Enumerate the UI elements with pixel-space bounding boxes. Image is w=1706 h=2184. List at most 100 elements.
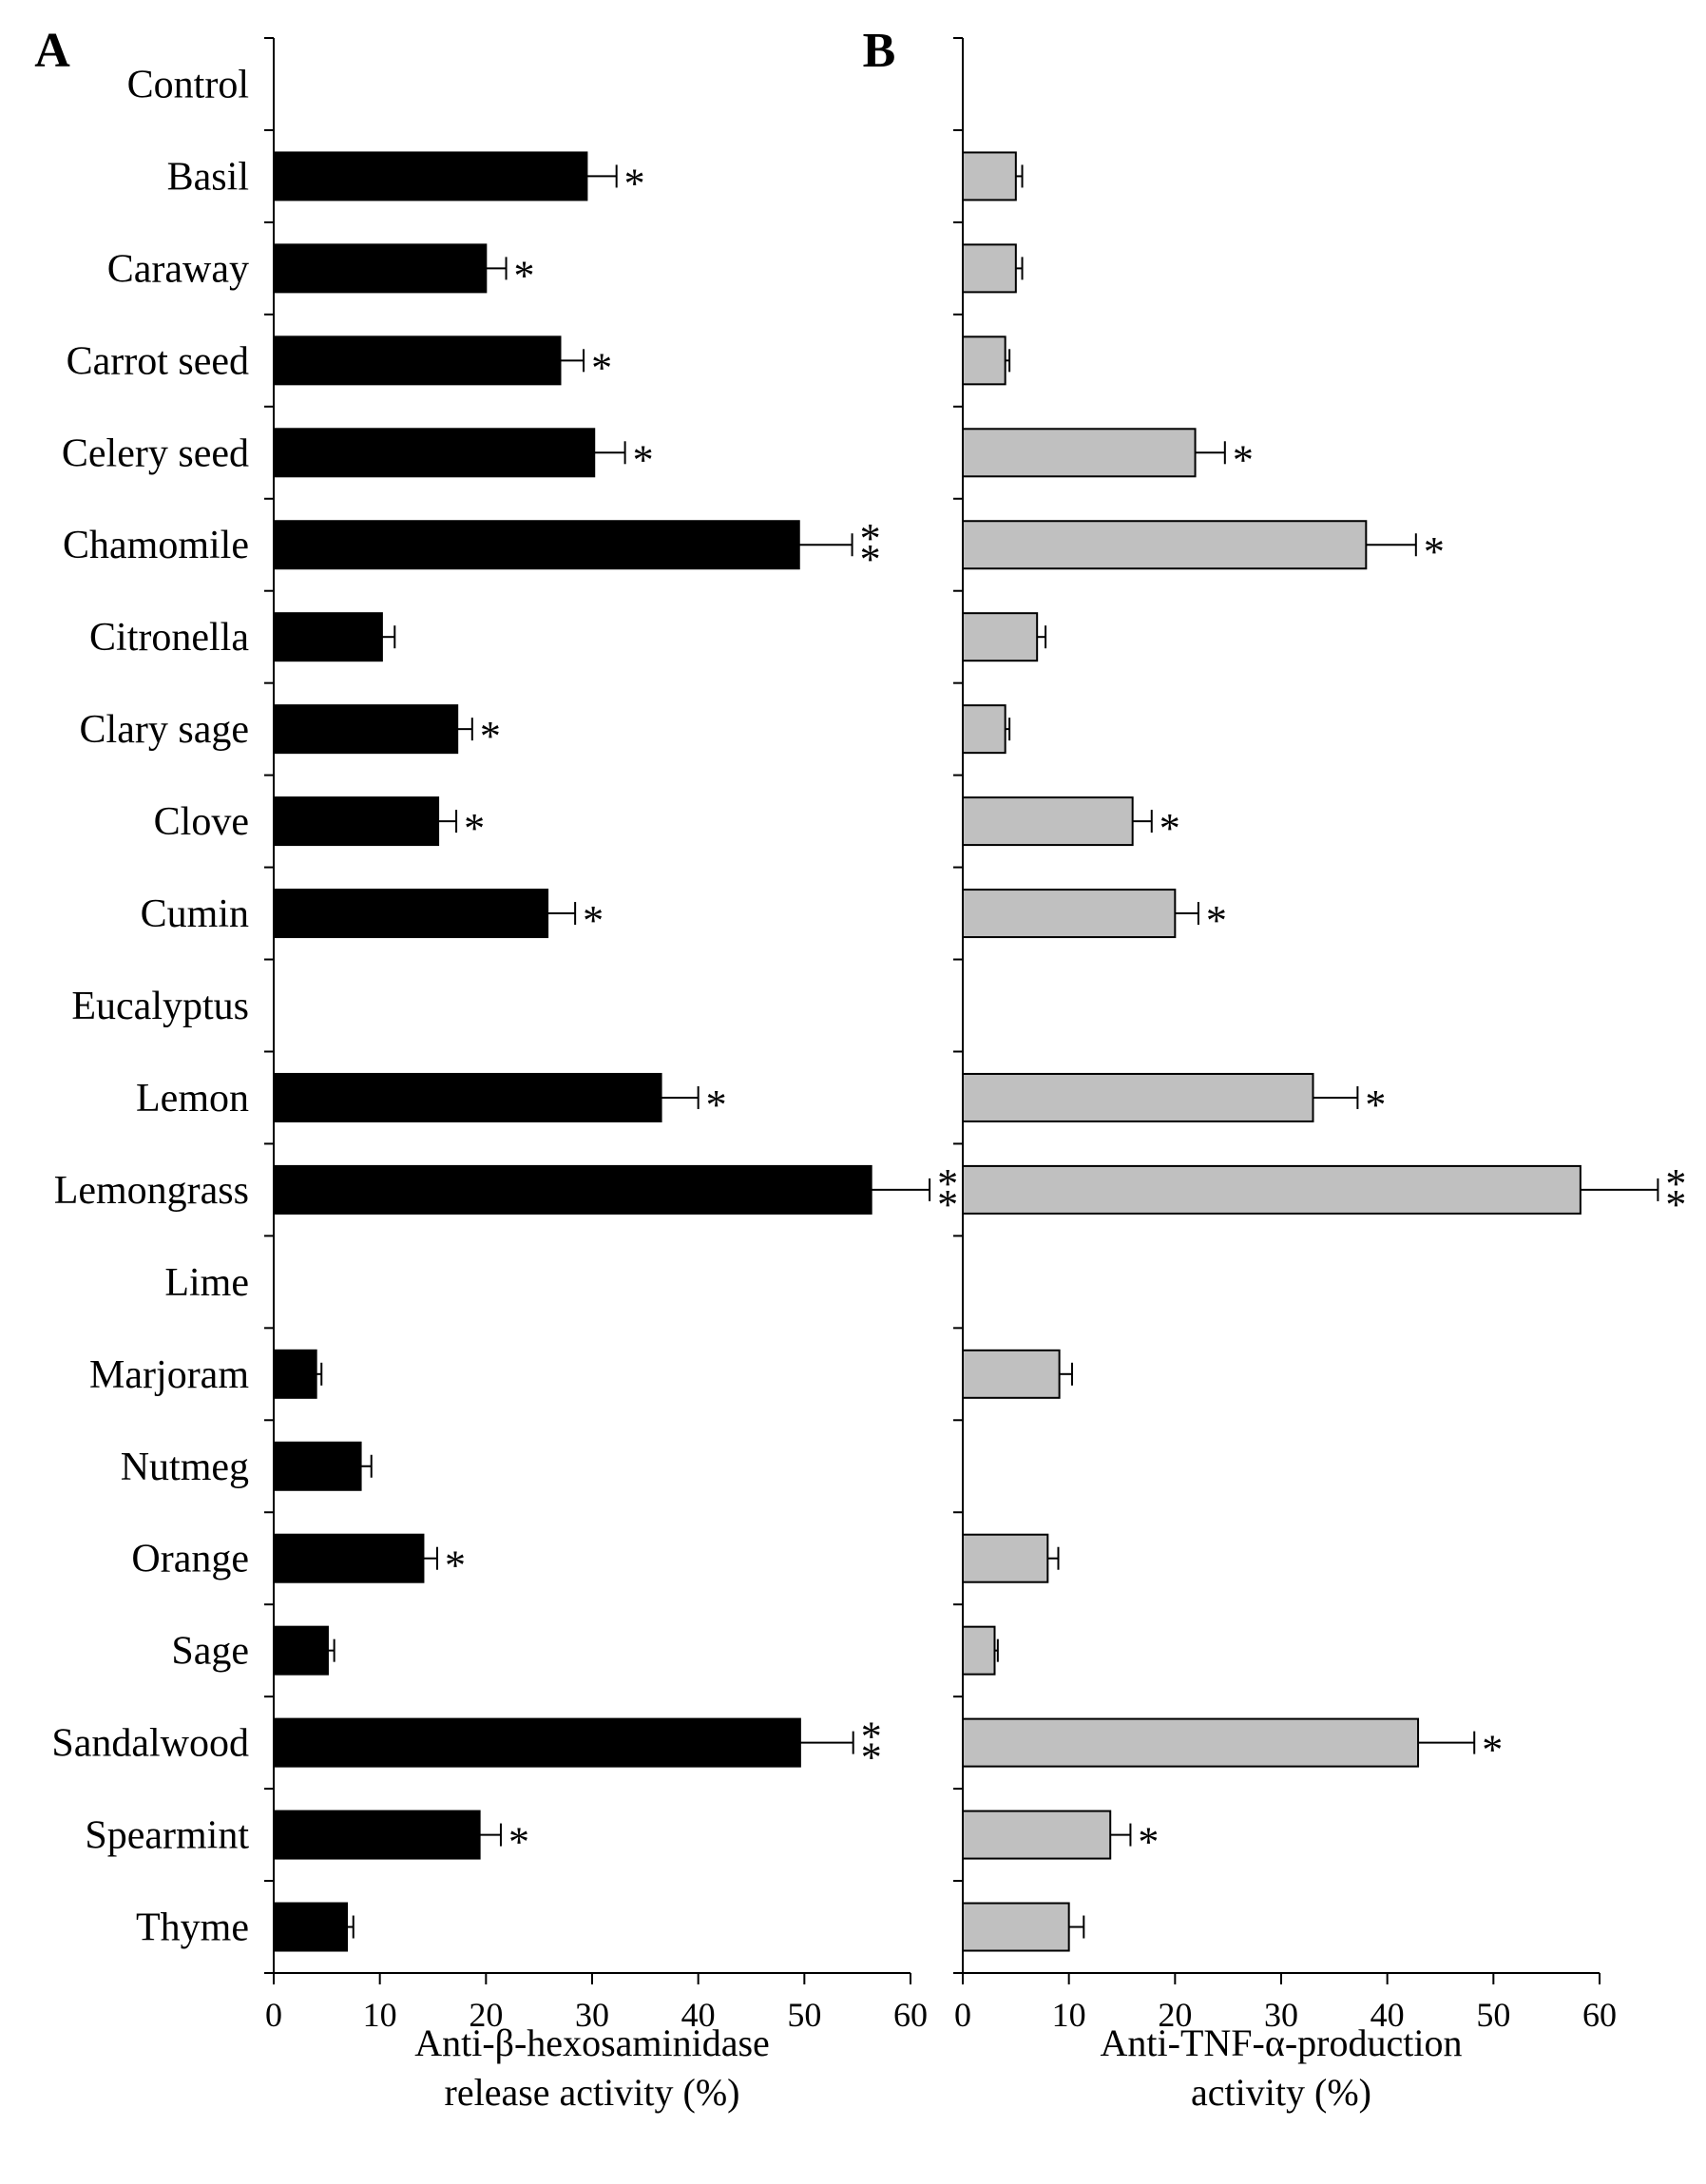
significance-marker: * bbox=[861, 1714, 882, 1760]
bar bbox=[273, 1072, 662, 1122]
significance-marker: * bbox=[1233, 436, 1254, 483]
bar bbox=[962, 1625, 996, 1676]
bar bbox=[273, 243, 488, 294]
bar bbox=[273, 1625, 329, 1676]
bar bbox=[962, 151, 1017, 201]
bar bbox=[962, 612, 1039, 662]
significance-marker: * bbox=[633, 436, 654, 483]
bar bbox=[962, 1902, 1070, 1952]
bar bbox=[273, 1349, 317, 1399]
x-tick-label: 40 bbox=[1371, 1996, 1405, 2034]
significance-marker: * bbox=[480, 713, 501, 759]
bar bbox=[962, 1533, 1049, 1583]
bar bbox=[962, 243, 1017, 294]
bar bbox=[273, 151, 588, 201]
bar bbox=[962, 796, 1134, 847]
x-tick-label: 20 bbox=[469, 1996, 503, 2034]
panel-label: B bbox=[863, 24, 896, 78]
x-tick-label: 60 bbox=[1582, 1996, 1617, 2034]
bar bbox=[962, 1810, 1112, 1860]
x-tick-label: 20 bbox=[1158, 1996, 1192, 2034]
category-label: Cumin bbox=[141, 892, 249, 936]
bar bbox=[273, 796, 440, 847]
significance-marker: * bbox=[860, 536, 881, 583]
category-label: Control bbox=[127, 63, 249, 106]
significance-marker: * bbox=[937, 1181, 958, 1228]
category-label: Carrot seed bbox=[67, 339, 249, 383]
bar bbox=[962, 1717, 1420, 1768]
x-tick-label: 0 bbox=[954, 1996, 971, 2034]
category-label: Sandalwood bbox=[51, 1722, 249, 1766]
chart-panel-b: B 0 10 20 30 40 50 60 Anti-TNF-α-production activ… bbox=[863, 24, 1687, 2114]
category-label: Marjoram bbox=[89, 1353, 249, 1397]
category-label: Eucalyptus bbox=[71, 985, 249, 1028]
category-label: Basil bbox=[167, 155, 249, 199]
x-axis-title: Anti-TNF-α-production bbox=[1101, 2021, 1463, 2064]
significance-marker: * bbox=[445, 1542, 466, 1589]
category-label: Lemongrass bbox=[54, 1169, 249, 1213]
x-tick-label: 40 bbox=[681, 1996, 716, 2034]
category-label: Celery seed bbox=[62, 431, 249, 475]
bar bbox=[962, 1072, 1314, 1122]
bar bbox=[273, 1902, 349, 1952]
bar bbox=[273, 1533, 425, 1583]
significance-marker: * bbox=[508, 1819, 529, 1866]
bar bbox=[273, 1717, 801, 1768]
significance-marker: * bbox=[1482, 1727, 1503, 1773]
significance-marker: * bbox=[1206, 897, 1227, 944]
bar bbox=[962, 335, 1006, 386]
chart-panel-a: A 0 10 20 30 40 50 60 Anti-β-hexosaminidase relea… bbox=[34, 24, 958, 2114]
bar bbox=[962, 889, 1177, 939]
significance-marker: * bbox=[624, 160, 645, 206]
category-label: Sage bbox=[171, 1630, 249, 1674]
x-tick-label: 30 bbox=[1264, 1996, 1298, 2034]
category-label: Spearmint bbox=[85, 1814, 249, 1858]
bar bbox=[273, 889, 549, 939]
significance-marker: * bbox=[860, 515, 881, 562]
significance-marker: * bbox=[591, 344, 612, 391]
bar bbox=[273, 704, 459, 755]
category-label: Clary sage bbox=[80, 708, 249, 752]
x-axis-title: release activity (%) bbox=[445, 2071, 740, 2114]
significance-marker: * bbox=[514, 252, 535, 298]
bar bbox=[962, 520, 1368, 570]
bar bbox=[962, 1164, 1581, 1215]
category-label: Thyme bbox=[136, 1906, 249, 1950]
x-tick-label: 50 bbox=[787, 1996, 821, 2034]
category-label: Clove bbox=[154, 800, 249, 844]
x-axis-title: Anti-β-hexosaminidase bbox=[414, 2021, 770, 2064]
category-label: Lime bbox=[164, 1261, 249, 1305]
category-label: Chamomile bbox=[63, 524, 249, 567]
bar bbox=[273, 1810, 481, 1860]
bar bbox=[273, 612, 383, 662]
category-label: Orange bbox=[131, 1538, 249, 1581]
category-label: Citronella bbox=[89, 616, 249, 660]
category-label: Nutmeg bbox=[121, 1446, 249, 1489]
bar bbox=[273, 1164, 872, 1215]
bar bbox=[273, 428, 596, 478]
panel-label: A bbox=[34, 24, 70, 78]
bar bbox=[273, 1441, 362, 1491]
significance-marker: * bbox=[583, 897, 604, 944]
category-label: Lemon bbox=[136, 1077, 249, 1121]
bar bbox=[962, 704, 1006, 755]
significance-marker: * bbox=[1424, 528, 1445, 575]
x-tick-label: 0 bbox=[265, 1996, 282, 2034]
x-tick-label: 30 bbox=[575, 1996, 609, 2034]
category-label: Caraway bbox=[107, 247, 249, 291]
bar bbox=[273, 520, 800, 570]
significance-marker: * bbox=[1138, 1819, 1159, 1866]
significance-marker: * bbox=[1665, 1160, 1686, 1207]
significance-marker: * bbox=[706, 1082, 727, 1128]
significance-marker: * bbox=[464, 805, 485, 852]
bar bbox=[273, 335, 562, 386]
x-tick-label: 10 bbox=[1052, 1996, 1086, 2034]
significance-marker: * bbox=[1160, 805, 1180, 852]
significance-marker: * bbox=[861, 1734, 882, 1781]
x-tick-label: 50 bbox=[1476, 1996, 1510, 2034]
bar bbox=[962, 428, 1197, 478]
significance-marker: * bbox=[937, 1160, 958, 1207]
bar bbox=[962, 1349, 1061, 1399]
